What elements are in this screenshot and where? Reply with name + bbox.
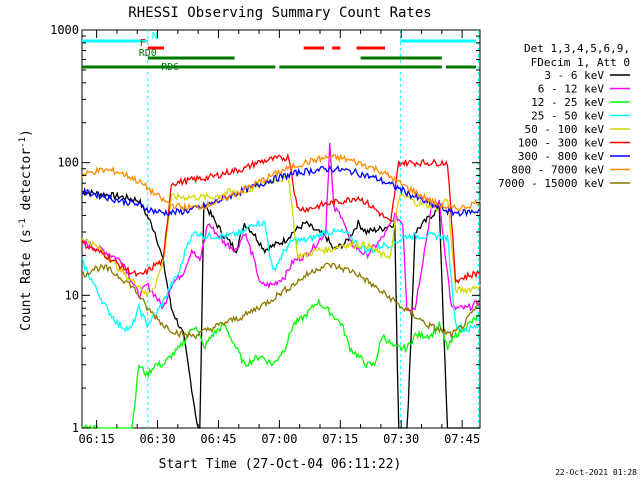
series-line-5 [81, 152, 481, 284]
y-axis-label-main: Count Rate (s [19, 229, 34, 331]
legend-label: 50 - 100 keV [525, 123, 605, 136]
x-axis-label: Start Time (27-Oct-04 06:11:22) [159, 457, 402, 472]
status-bar-label: F [140, 38, 146, 49]
x-tick-label: 07:15 [322, 432, 358, 446]
series-line-6 [81, 165, 481, 218]
y-axis: 1 10 100 1000 [50, 23, 480, 435]
legend-label: 100 - 300 keV [518, 137, 604, 150]
legend-label: 25 - 50 keV [531, 110, 604, 123]
x-tick-label: 07:45 [444, 432, 480, 446]
footer-date: 22-Oct-2021 01:28 [555, 468, 637, 477]
series-line-7 [81, 153, 481, 214]
y-tick-label: 1 [72, 421, 79, 435]
x-tick-label: 07:30 [383, 432, 419, 446]
status-bar-label: RD6 [161, 62, 179, 73]
y-tick-label: 10 [65, 288, 79, 302]
y-tick-label: 1000 [50, 23, 79, 37]
series-line-2 [81, 297, 481, 429]
status-bar-label: RD0 [139, 48, 157, 59]
x-tick-label: 06:15 [79, 432, 115, 446]
legend-label: 800 - 7000 keV [511, 164, 604, 177]
y-axis-label-close: ) [19, 129, 34, 137]
legend-label: 12 - 25 keV [531, 96, 604, 109]
x-tick-label: 06:30 [139, 432, 175, 446]
chart-title: RHESSI Observing Summary Count Rates [128, 5, 431, 21]
legend-header-line2: FDecim 1, Att 0 [531, 56, 630, 69]
y-axis-label-tail: detector [19, 148, 34, 219]
y-axis-label-sup2: -1 [18, 137, 28, 148]
legend-header-line1: Det 1,3,4,5,6,9, [524, 42, 630, 55]
x-tick-label: 06:45 [200, 432, 236, 446]
legend-label: 300 - 800 keV [518, 150, 604, 163]
series-line-1 [81, 142, 481, 312]
series-line-8 [81, 262, 481, 340]
series-layer [81, 142, 481, 429]
plot-frame [81, 29, 481, 429]
series-line-3 [81, 220, 481, 334]
x-axis: 06:15 06:30 06:45 07:00 07:15 07:30 07:45 [79, 30, 480, 446]
legend-label: 6 - 12 keV [538, 83, 605, 96]
y-axis-label: Count Rate (s-1 detector-1) [18, 129, 34, 331]
legend-label: 7000 - 15000 keV [498, 177, 604, 190]
series-line-0 [81, 188, 480, 429]
x-tick-label: 07:00 [261, 432, 297, 446]
status-bar-label: N [152, 31, 158, 42]
series-line-4 [81, 174, 481, 299]
y-axis-label-sup: -1 [18, 218, 28, 229]
y-tick-label: 100 [57, 156, 79, 170]
legend-label: 3 - 6 keV [544, 69, 604, 82]
